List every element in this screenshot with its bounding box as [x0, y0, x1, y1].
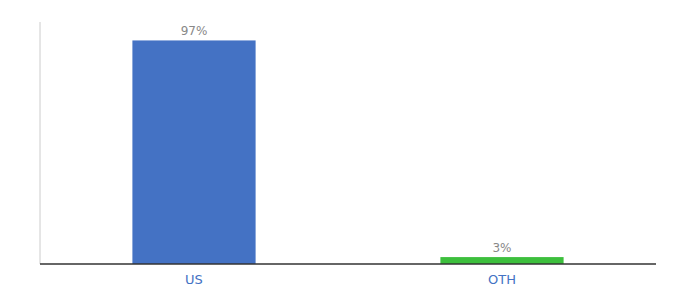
bar	[132, 40, 255, 264]
x-tick-label: US	[185, 272, 203, 287]
data-label: 3%	[492, 241, 511, 255]
bar	[440, 257, 563, 264]
bars	[132, 40, 563, 264]
data-label: 97%	[181, 24, 208, 38]
chart: 97% 3% US OTH	[0, 0, 680, 300]
chart-container: 97% 3% US OTH	[0, 0, 680, 300]
x-axis-line	[40, 263, 656, 265]
y-axis-line	[40, 22, 41, 264]
x-tick-label: OTH	[488, 272, 516, 287]
